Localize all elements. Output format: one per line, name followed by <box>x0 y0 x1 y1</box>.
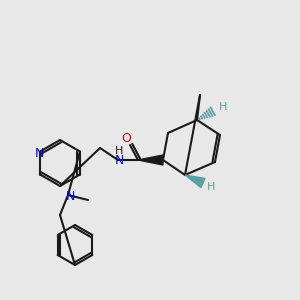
Text: H: H <box>207 182 215 192</box>
Polygon shape <box>185 175 205 188</box>
Text: O: O <box>121 133 131 146</box>
Text: H: H <box>115 146 123 156</box>
Text: N: N <box>114 154 124 167</box>
Text: N: N <box>34 147 44 160</box>
Polygon shape <box>138 155 163 165</box>
Text: H: H <box>219 102 227 112</box>
Text: N: N <box>65 190 75 202</box>
